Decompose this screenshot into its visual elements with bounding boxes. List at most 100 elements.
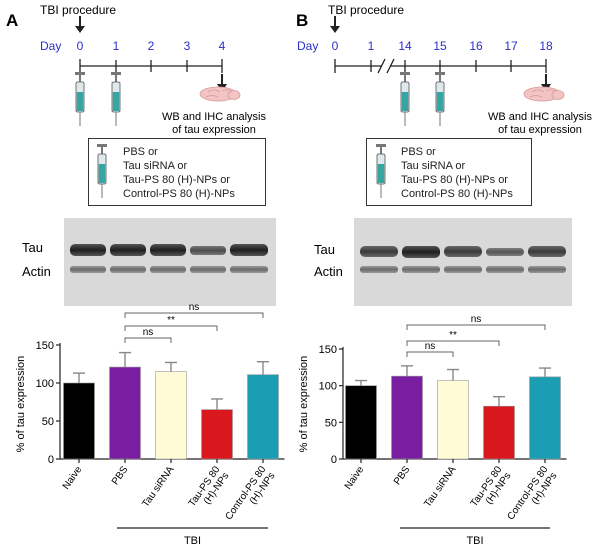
x-tick-label: Control-PS 80(H)-NPs bbox=[223, 464, 277, 528]
procedure-arrow-b bbox=[330, 16, 340, 33]
bar-chart-a: 0 50 100 150 % of tau expression Naive PBS Tau … bbox=[15, 302, 285, 547]
y-tick-label: 150 bbox=[36, 340, 54, 352]
western-blot-b bbox=[354, 218, 572, 306]
day-tick-label: 3 bbox=[184, 39, 191, 53]
procedure-label-a: TBI procedure bbox=[40, 3, 116, 17]
x-tick-label-line: Naive bbox=[343, 464, 367, 492]
x-tick-label: Tau siRNA bbox=[140, 464, 176, 509]
treatment-item: Control-PS 80 (H)-NPs bbox=[123, 188, 235, 200]
x-tick-label: Tau-PS 80(H)-NPs bbox=[187, 464, 232, 515]
treatment-list-b: PBS or Tau siRNA or Tau-PS 80 (H)-NPs or… bbox=[401, 145, 513, 201]
analysis-text-a: of tau expression bbox=[172, 124, 256, 136]
significance-label: ** bbox=[449, 330, 457, 341]
x-tick-label-line: PBS bbox=[392, 464, 413, 487]
day-tick-label: 4 bbox=[219, 39, 226, 53]
y-tick-label: 50 bbox=[325, 417, 337, 429]
day-tick-label: 0 bbox=[332, 39, 339, 53]
x-tick-label: PBS bbox=[392, 464, 413, 487]
bar bbox=[109, 366, 141, 460]
day-label-a: Day bbox=[40, 39, 61, 53]
x-tick-label: Tau-PS 80(H)-NPs bbox=[469, 464, 514, 515]
procedure-arrow-a bbox=[75, 16, 85, 33]
significance-label: ** bbox=[167, 315, 175, 326]
bar bbox=[155, 371, 187, 460]
y-tick-label: 100 bbox=[36, 378, 54, 390]
treatment-list-a: PBS or Tau siRNA or Tau-PS 80 (H)-NPs or… bbox=[123, 145, 235, 201]
x-tick-label: Tau siRNA bbox=[422, 464, 458, 509]
treatment-item: Control-PS 80 (H)-NPs bbox=[401, 188, 513, 200]
significance-bracket bbox=[124, 325, 218, 331]
bar bbox=[63, 382, 95, 460]
y-tick-label: 0 bbox=[331, 454, 337, 466]
day-tick-label: 16 bbox=[469, 39, 483, 53]
day-tick-label: 18 bbox=[539, 39, 553, 53]
day-tick-label: 2 bbox=[148, 39, 155, 53]
x-tick-label: Naive bbox=[343, 464, 367, 492]
x-tick-label-line: Tau siRNA bbox=[422, 464, 458, 509]
syringe-icon bbox=[97, 144, 107, 198]
blot-label-tau-b: Tau bbox=[314, 242, 335, 257]
y-tick-label: 100 bbox=[319, 381, 337, 393]
bar bbox=[529, 376, 561, 460]
blot-bands-b bbox=[360, 246, 566, 273]
syringe-icon bbox=[75, 72, 85, 126]
syringe-icon bbox=[400, 72, 410, 126]
x-tick-label-line: Naive bbox=[61, 464, 85, 492]
analysis-text-b: of tau expression bbox=[498, 124, 582, 136]
syringe-icon bbox=[376, 144, 386, 198]
bar bbox=[391, 375, 423, 460]
treatment-item: Tau-PS 80 (H)-NPs or bbox=[401, 174, 508, 186]
bar bbox=[201, 409, 233, 460]
group-label: TBI bbox=[466, 535, 483, 547]
syringe-icon bbox=[435, 72, 445, 126]
x-tick-label-line: Tau siRNA bbox=[140, 464, 176, 509]
western-blot-a bbox=[64, 218, 276, 306]
day-tick-label: 1 bbox=[368, 39, 375, 53]
bar-chart-b: 0 50 100 150 % of tau expression Naive PBS Tau … bbox=[298, 314, 567, 547]
bar bbox=[247, 374, 279, 460]
day-tick-label: 17 bbox=[504, 39, 518, 53]
treatment-item: PBS or bbox=[123, 146, 158, 158]
significance-bracket bbox=[124, 312, 264, 318]
day-tick-label: 1 bbox=[113, 39, 120, 53]
y-tick-label: 0 bbox=[48, 454, 54, 466]
day-tick-label: 15 bbox=[433, 39, 447, 53]
bar bbox=[437, 380, 469, 460]
blot-label-actin-a: Actin bbox=[22, 264, 51, 279]
panel-letter-a: A bbox=[6, 11, 18, 30]
bar bbox=[345, 385, 377, 460]
blot-bands-a bbox=[70, 244, 268, 273]
treatment-item: Tau-PS 80 (H)-NPs or bbox=[123, 174, 230, 186]
significance-label: ns bbox=[471, 314, 482, 325]
treatment-item: PBS or bbox=[401, 146, 436, 158]
significance-bracket bbox=[124, 337, 172, 343]
day-tick-label: 14 bbox=[398, 39, 412, 53]
x-tick-label: Naive bbox=[61, 464, 85, 492]
significance-bracket bbox=[406, 324, 546, 330]
x-tick-label: PBS bbox=[110, 464, 131, 487]
brain-icon bbox=[523, 86, 565, 102]
significance-label: ns bbox=[143, 327, 154, 338]
analysis-text-a: WB and IHC analysis bbox=[162, 111, 266, 123]
day-tick-label: 0 bbox=[77, 39, 84, 53]
significance-bracket bbox=[406, 340, 500, 346]
procedure-label-b: TBI procedure bbox=[328, 3, 404, 17]
treatment-box-a: PBS or Tau siRNA or Tau-PS 80 (H)-NPs or… bbox=[88, 138, 266, 206]
syringe-icon bbox=[111, 72, 121, 126]
panel-letter-b: B bbox=[296, 11, 308, 30]
brain-icon bbox=[199, 86, 241, 102]
x-tick-label-line: PBS bbox=[110, 464, 131, 487]
group-label: TBI bbox=[184, 535, 201, 547]
treatment-item: Tau siRNA or bbox=[401, 160, 466, 172]
y-tick-label: 50 bbox=[42, 416, 54, 428]
significance-bracket bbox=[406, 351, 454, 357]
bar bbox=[483, 405, 515, 460]
blot-label-tau-a: Tau bbox=[22, 240, 43, 255]
y-axis-label: % of tau expression bbox=[15, 356, 27, 453]
timeline-a bbox=[79, 59, 223, 73]
day-label-b: Day bbox=[297, 39, 318, 53]
y-tick-label: 150 bbox=[319, 344, 337, 356]
treatment-item: Tau siRNA or bbox=[123, 160, 188, 172]
x-tick-label: Control-PS 80(H)-NPs bbox=[505, 464, 559, 528]
